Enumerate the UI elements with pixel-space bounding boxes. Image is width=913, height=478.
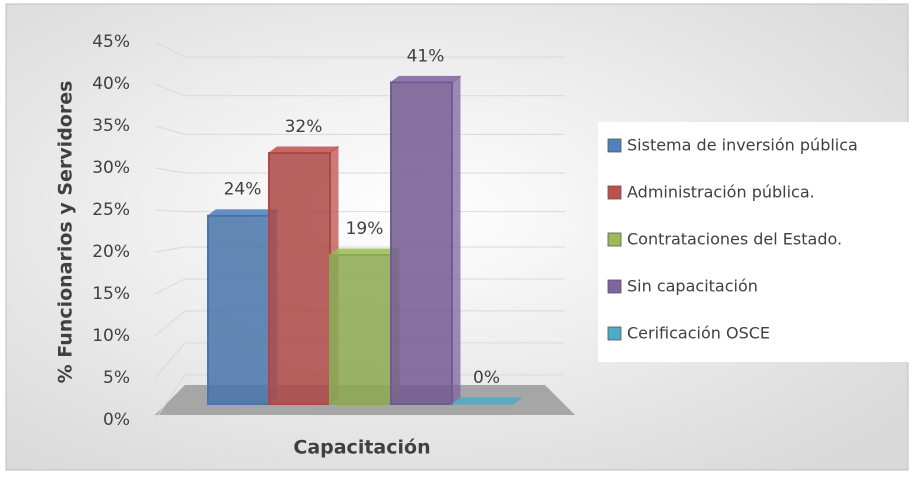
bar: [329, 253, 392, 405]
value-label: 19%: [346, 219, 384, 239]
legend-box: [598, 122, 913, 362]
legend-swatch: [607, 279, 622, 294]
y-axis-title: % Funcionarios y Servidores: [55, 81, 77, 384]
y-tick-label: 25%: [92, 200, 130, 220]
y-tick-label: 40%: [92, 74, 130, 94]
value-label: 32%: [285, 117, 323, 137]
legend-label: Administración pública.: [627, 183, 815, 202]
bar-side: [451, 75, 461, 405]
x-axis-title: Capacitación: [293, 437, 430, 459]
bar-top: [450, 397, 523, 405]
y-tick-label: 15%: [92, 284, 130, 304]
legend-swatch: [607, 326, 622, 341]
legend-label: Sistema de inversión pública: [627, 136, 858, 155]
y-tick-label: 45%: [92, 32, 130, 52]
y-tick-label: 5%: [103, 368, 130, 388]
y-tick-label: 35%: [92, 116, 130, 136]
y-tick-label: 0%: [103, 410, 130, 430]
value-label: 0%: [473, 368, 500, 388]
value-label: 41%: [407, 46, 445, 66]
legend-swatch: [607, 138, 622, 153]
value-label: 24%: [224, 180, 262, 200]
legend-label: Contrataciones del Estado.: [627, 230, 842, 249]
legend-label: Cerificación OSCE: [627, 324, 770, 343]
grid-line: [154, 41, 565, 58]
bar: [268, 151, 331, 405]
legend-label: Sin capacitación: [627, 277, 758, 296]
y-tick-label: 10%: [92, 326, 130, 346]
bar: [390, 81, 453, 405]
legend-swatch: [607, 185, 622, 200]
y-tick-label: 20%: [92, 242, 130, 262]
y-tick-label: 30%: [92, 158, 130, 178]
legend-swatch: [607, 232, 622, 247]
bar: [207, 214, 270, 405]
